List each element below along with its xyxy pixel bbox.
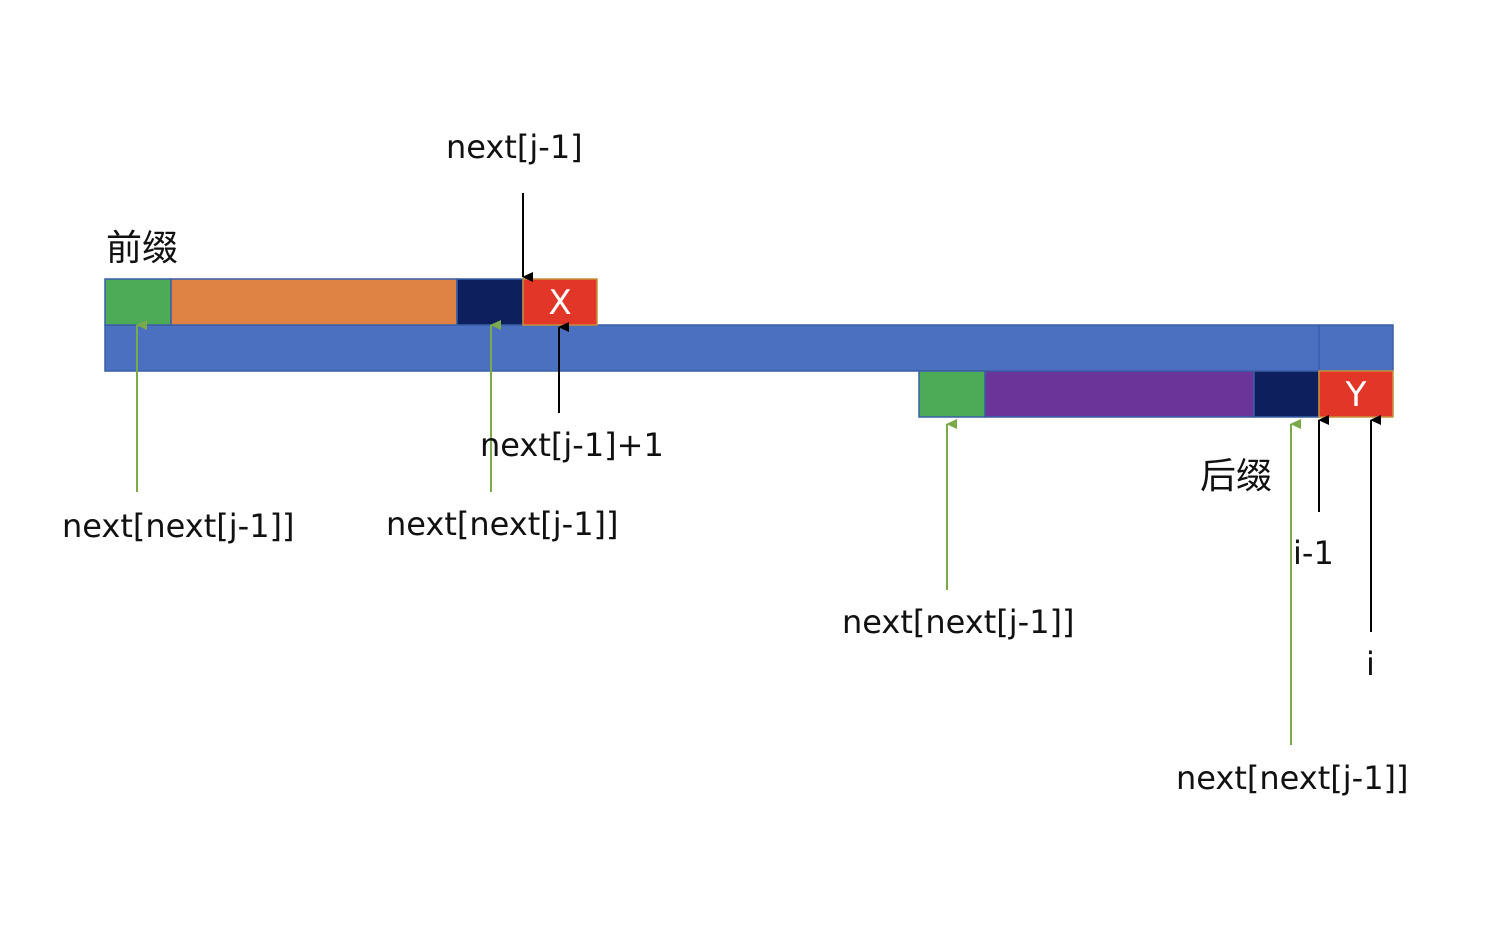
label-i: i (1366, 645, 1375, 683)
prefix-navy-segment (456, 278, 524, 326)
label-next-next-4: next[next[j-1]] (1176, 759, 1409, 797)
label-next-next-2: next[next[j-1]] (386, 505, 619, 543)
cell-x-label: X (548, 283, 571, 323)
label-next-next-3: next[next[j-1]] (842, 603, 1075, 641)
suffix-purple-segment (984, 370, 1255, 418)
prefix-orange-segment (170, 278, 458, 326)
suffix-green-segment (918, 370, 986, 418)
cell-y-label: Y (1345, 375, 1367, 415)
main-string-bar (104, 324, 1394, 372)
suffix-label: 后缀 (1200, 456, 1272, 497)
label-next-j-1: next[j-1] (446, 128, 583, 166)
prefix-green-segment (104, 278, 172, 326)
label-i-minus-1: i-1 (1293, 534, 1334, 572)
prefix-label: 前缀 (106, 228, 178, 269)
label-next-next-1: next[next[j-1]] (62, 507, 295, 545)
suffix-y-cell (1318, 370, 1394, 418)
label-next-j-1-plus-1: next[j-1]+1 (480, 426, 664, 464)
suffix-navy-segment (1253, 370, 1320, 418)
